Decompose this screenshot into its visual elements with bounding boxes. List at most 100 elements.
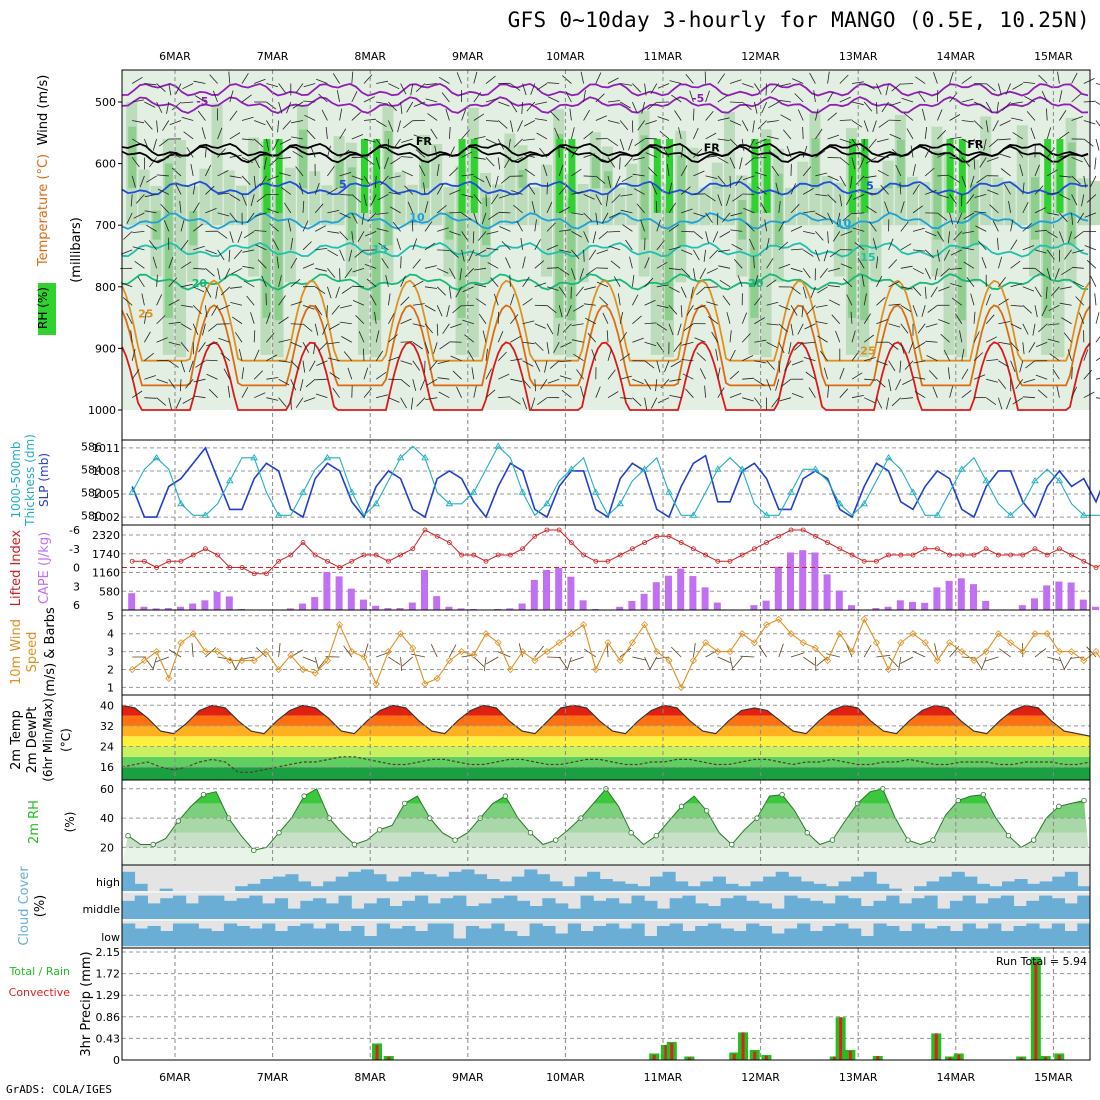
wind-barb xyxy=(339,194,352,196)
wind-barb xyxy=(981,256,987,269)
cloud-high-bar xyxy=(499,881,513,891)
wind-barb xyxy=(644,341,657,347)
lifted-index-marker xyxy=(691,546,696,552)
wind-speed-marker xyxy=(384,648,392,656)
wind-barb xyxy=(193,267,206,270)
wind-barb xyxy=(477,231,487,241)
wind-barb xyxy=(534,341,544,351)
cloud-middle-bar xyxy=(822,903,836,919)
wind-barb xyxy=(351,212,358,224)
cloud-high-bar xyxy=(876,883,890,891)
wind-speed-marker xyxy=(885,665,893,674)
wind-barb xyxy=(540,378,548,390)
wind-barb xyxy=(802,166,812,177)
wind-barb xyxy=(461,129,470,140)
wind-barb xyxy=(299,182,304,195)
wind-barb xyxy=(1071,175,1081,185)
wind-barb xyxy=(1086,194,1097,203)
wind-barb xyxy=(917,323,926,334)
wind-barb xyxy=(668,286,680,293)
cape-tick-label: 1160 xyxy=(92,567,120,580)
wind-barb xyxy=(585,267,597,276)
contour-label: FR xyxy=(967,138,984,151)
wind-barb xyxy=(510,83,521,91)
wind-barb xyxy=(656,304,669,309)
wind-barb xyxy=(180,360,186,373)
wind-barb xyxy=(973,138,980,150)
wind-barb xyxy=(500,175,511,184)
wind-barb xyxy=(437,377,450,380)
wind-barb xyxy=(900,265,913,269)
wind-barb xyxy=(485,157,495,167)
rh-marker xyxy=(980,791,987,798)
wind-barb xyxy=(156,378,169,384)
wind-barb xyxy=(779,397,792,402)
cloud-low-bar xyxy=(198,928,212,946)
cape-bar xyxy=(872,608,880,610)
cloud-low-bar xyxy=(1000,931,1015,946)
cloud-low-bar xyxy=(376,923,390,946)
wind-barb xyxy=(561,389,572,398)
cloud-middle-bar xyxy=(644,900,658,919)
wind-barb xyxy=(339,212,351,219)
surface-wind-barb xyxy=(1064,656,1072,670)
wind-barb xyxy=(912,267,924,275)
wind-barb xyxy=(144,120,153,130)
surface-wind-barb xyxy=(240,656,255,660)
slp-line xyxy=(131,446,1100,519)
lifted-index-marker xyxy=(202,546,208,552)
wind-speed-marker xyxy=(1092,648,1100,656)
wind-barb xyxy=(596,249,609,255)
rh-column-mid xyxy=(299,129,307,189)
wind-barb xyxy=(595,386,601,398)
wind-barb xyxy=(148,240,157,251)
wind-barb xyxy=(131,138,143,146)
surface-wind-barb xyxy=(898,656,902,671)
wind-barb xyxy=(583,212,593,222)
wind-barb xyxy=(705,286,718,288)
wind-barb xyxy=(966,276,975,288)
surface-wind-barb xyxy=(473,656,485,667)
wind-barb xyxy=(315,248,328,251)
wind-barb xyxy=(412,258,421,269)
wind-barb xyxy=(162,120,170,131)
wind-barb xyxy=(400,275,406,287)
wind-barb xyxy=(424,201,429,213)
lifted-index-marker xyxy=(666,533,672,539)
wind-barb xyxy=(766,301,779,306)
wind-barb xyxy=(718,265,731,269)
wind-barb xyxy=(424,304,436,312)
lifted-index-marker xyxy=(373,552,379,558)
contour-label: -5 xyxy=(692,92,704,105)
cloud-low-bar xyxy=(364,936,378,946)
cape-bar xyxy=(543,569,550,610)
wind-barb xyxy=(973,157,976,170)
wind-barb xyxy=(949,136,962,140)
wind-barb xyxy=(243,231,255,239)
li-tick-label: 0 xyxy=(73,562,80,575)
wind-barb xyxy=(429,360,438,371)
wind-barb xyxy=(228,71,231,84)
wind-barb xyxy=(632,397,642,407)
wind-barb xyxy=(201,127,206,140)
wind-speed-marker xyxy=(445,656,453,665)
wind-barb xyxy=(243,280,255,288)
precip-rain-bar xyxy=(948,1057,952,1060)
surface-wind-barb xyxy=(888,656,899,668)
wind-speed-marker xyxy=(506,665,514,674)
cloud-high-bar xyxy=(335,876,349,891)
cloud-high-bar xyxy=(549,881,563,891)
rh-column-light xyxy=(870,187,882,283)
wind-speed-marker xyxy=(799,639,807,647)
precip-rain-bar xyxy=(876,1055,880,1060)
cloud-middle-bar xyxy=(478,903,492,919)
lifted-index-marker xyxy=(715,558,721,564)
lifted-index-marker xyxy=(910,552,916,558)
wind-barb xyxy=(571,168,582,177)
wind-barb xyxy=(351,91,358,103)
wind-speed-marker xyxy=(750,639,758,647)
contour-label: 10 xyxy=(836,217,852,230)
wind-speed-marker xyxy=(372,680,380,688)
wind-barb xyxy=(717,94,728,103)
wind-barb xyxy=(388,192,401,195)
